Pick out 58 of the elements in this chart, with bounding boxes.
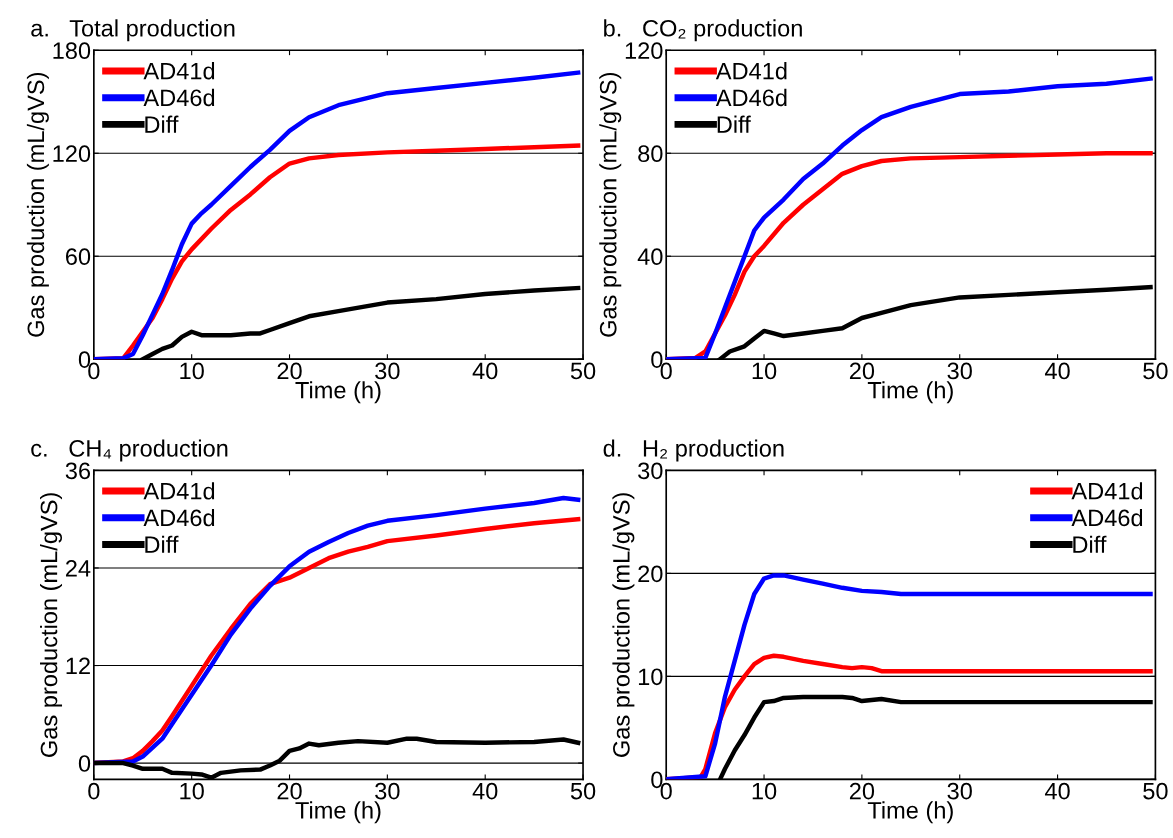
x-tick-label: 50	[570, 782, 596, 800]
y-tick-label: 180	[53, 42, 91, 60]
x-tick-label: 10	[180, 362, 204, 380]
y-tick-label: 36	[65, 462, 91, 480]
y-tick-label: 24	[65, 560, 91, 577]
y-tick-label: 12	[66, 657, 90, 675]
x-tick-label: 10	[752, 782, 777, 800]
x-tick-label: 50	[1143, 362, 1168, 380]
x-tick-label: 30	[947, 362, 972, 380]
legend-label: AD46d	[715, 88, 787, 107]
x-tick-label: 30	[375, 782, 400, 800]
y-tick-label: 20	[638, 565, 663, 583]
legend-label: AD41d	[143, 62, 215, 80]
x-tick-label: 20	[849, 362, 875, 380]
x-tick-label: 30	[375, 362, 400, 380]
x-axis-title: Time (h)	[867, 801, 953, 824]
x-tick-label: 20	[277, 362, 302, 380]
x-tick-label: 10	[752, 362, 777, 380]
x-tick-label: 40	[1044, 782, 1070, 800]
chart-title: d. H₂ production	[603, 439, 784, 462]
y-tick-label: 60	[66, 248, 91, 266]
legend-label: Diff	[717, 115, 751, 133]
legend-label: AD41d	[143, 482, 215, 500]
y-tick-label: 80	[638, 145, 663, 163]
y-tick-label: 0	[78, 755, 91, 772]
x-tick-label: 40	[472, 782, 498, 800]
legend-label: AD46d	[143, 508, 215, 527]
y-tick-label: 40	[637, 248, 663, 266]
chart-title: a. Total production	[31, 19, 235, 42]
legend-label: AD46d	[143, 88, 215, 107]
legend-label: Diff	[145, 535, 179, 553]
x-tick-label: 40	[1044, 362, 1070, 380]
legend-label: AD46d	[1071, 508, 1143, 527]
y-tick-label: 120	[625, 42, 663, 60]
y-tick-label: 120	[53, 145, 91, 163]
y-tick-label: 30	[638, 462, 663, 480]
x-axis-title: Time (h)	[295, 381, 381, 404]
x-tick-label: 50	[570, 362, 596, 380]
chart-title: b. CO₂ production	[604, 19, 802, 42]
x-axis-title: Time (h)	[295, 801, 381, 824]
y-tick-label: 0	[78, 351, 91, 368]
x-tick-label: 20	[849, 782, 875, 800]
chart-title: c. CH₄ production	[31, 439, 228, 462]
x-tick-label: 10	[180, 782, 204, 800]
x-tick-label: 50	[1143, 782, 1168, 800]
legend-label: Diff	[1073, 535, 1107, 553]
x-tick-label: 20	[277, 782, 302, 800]
x-axis-title: Time (h)	[867, 381, 953, 404]
y-axis-title: Gas production (mL/gVS)	[599, 73, 622, 337]
y-axis-title: Gas production (mL/gVS)	[40, 493, 63, 757]
legend-label: Diff	[145, 115, 179, 133]
y-axis-title: Gas production (mL/gVS)	[612, 493, 635, 757]
legend-label: AD41d	[715, 62, 787, 80]
y-tick-label: 10	[638, 668, 663, 686]
y-axis-title: Gas production (mL/gVS)	[26, 73, 49, 337]
x-tick-label: 30	[947, 782, 972, 800]
x-tick-label: 40	[472, 362, 498, 380]
legend-label: AD41d	[1071, 482, 1143, 500]
